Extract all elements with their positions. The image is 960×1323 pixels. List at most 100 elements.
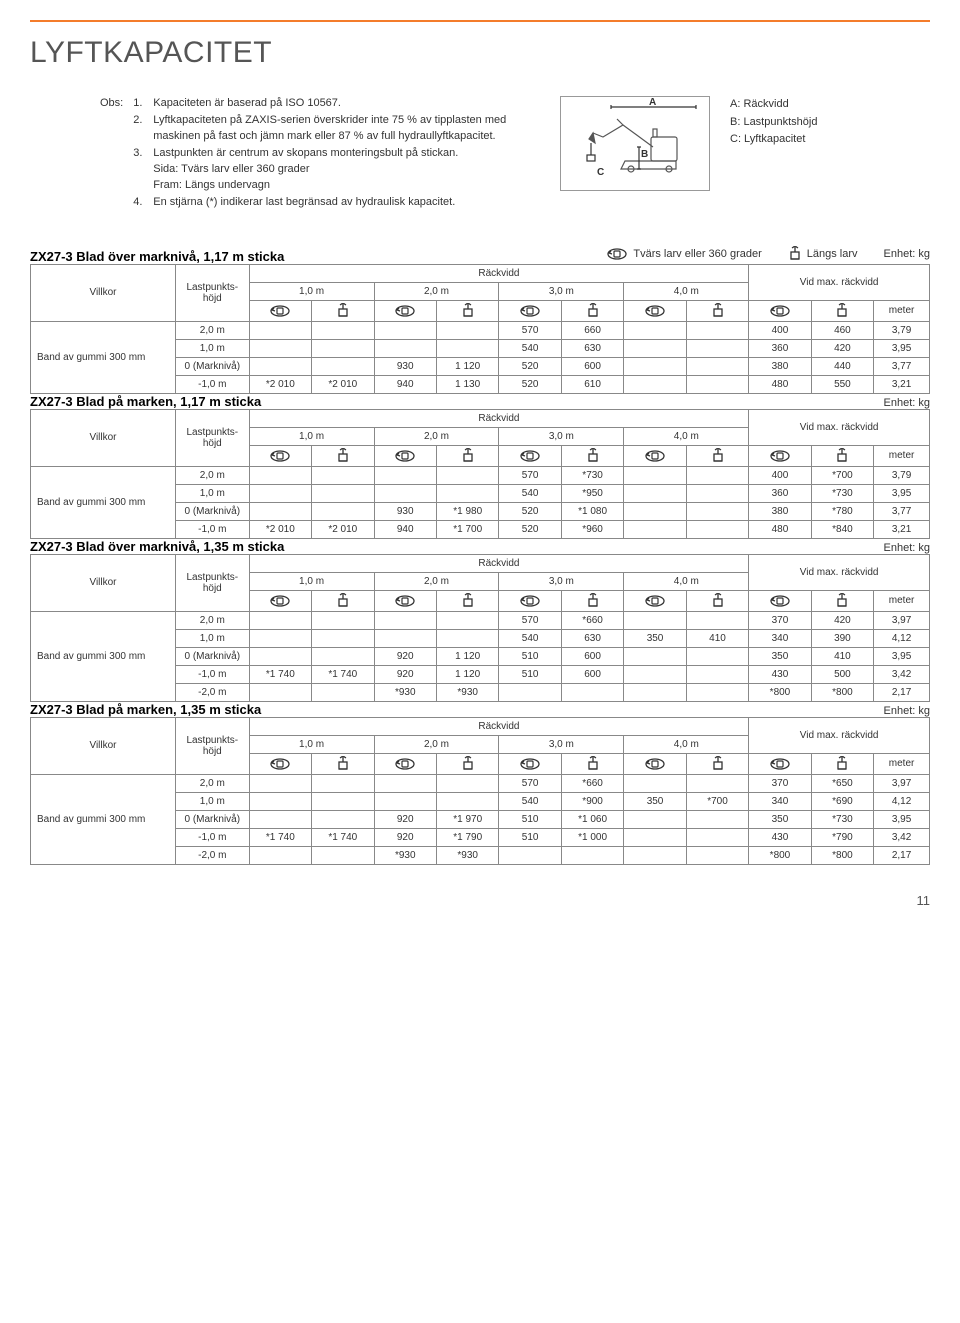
value-cell bbox=[624, 810, 686, 828]
height-cell: -1,0 m bbox=[175, 520, 249, 538]
meter-header: meter bbox=[874, 300, 930, 321]
icon-header bbox=[811, 300, 873, 321]
icon-header bbox=[561, 300, 623, 321]
height-cell: -2,0 m bbox=[175, 683, 249, 701]
value-cell bbox=[436, 484, 498, 502]
rotate-360-icon bbox=[269, 757, 291, 771]
value-cell: 3,21 bbox=[874, 375, 930, 393]
icon-header bbox=[312, 590, 374, 611]
value-cell: *730 bbox=[811, 810, 873, 828]
value-cell: 940 bbox=[374, 375, 436, 393]
icon-header bbox=[436, 445, 498, 466]
value-cell bbox=[312, 466, 374, 484]
value-cell: 430 bbox=[749, 665, 811, 683]
value-cell: 380 bbox=[749, 502, 811, 520]
height-cell: 2,0 m bbox=[175, 321, 249, 339]
table-title-right: Enhet: kg bbox=[884, 705, 930, 717]
value-cell bbox=[374, 611, 436, 629]
unit-label: Enhet: kg bbox=[884, 248, 930, 260]
value-cell bbox=[312, 484, 374, 502]
rotate-360-icon bbox=[519, 594, 541, 608]
icon-header bbox=[374, 753, 436, 774]
value-cell bbox=[624, 683, 686, 701]
reach-header: Räckvidd bbox=[249, 264, 749, 282]
value-cell: *2 010 bbox=[249, 520, 311, 538]
rotate-360-icon bbox=[519, 449, 541, 463]
value-cell: *930 bbox=[374, 846, 436, 864]
value-cell: *930 bbox=[436, 683, 498, 701]
value-cell: *700 bbox=[811, 466, 873, 484]
value-cell bbox=[312, 647, 374, 665]
value-cell: *1 970 bbox=[436, 810, 498, 828]
value-cell: *2 010 bbox=[312, 375, 374, 393]
obs-label: Obs: bbox=[100, 96, 123, 212]
value-cell: *700 bbox=[686, 792, 748, 810]
obs-item: 4.En stjärna (*) indikerar last begränsa… bbox=[133, 195, 540, 211]
condition-cell: Band av gummi 300 mm bbox=[31, 774, 176, 864]
value-cell bbox=[374, 321, 436, 339]
value-cell: 3,95 bbox=[874, 647, 930, 665]
condition-cell: Band av gummi 300 mm bbox=[31, 611, 176, 701]
header-block: Obs: 1.Kapaciteten är baserad på ISO 105… bbox=[100, 96, 930, 212]
table-row: Band av gummi 300 mm2,0 m570*6603704203,… bbox=[31, 611, 930, 629]
height-cell: -2,0 m bbox=[175, 846, 249, 864]
icon-header bbox=[624, 753, 686, 774]
value-cell: 510 bbox=[499, 828, 561, 846]
table-title: ZX27-3 Blad över marknivå, 1,17 m sticka bbox=[30, 249, 284, 264]
icon-header bbox=[561, 590, 623, 611]
rotate-360-icon bbox=[769, 449, 791, 463]
value-cell: 410 bbox=[811, 647, 873, 665]
value-cell bbox=[686, 466, 748, 484]
value-cell: 3,79 bbox=[874, 321, 930, 339]
excavator-diagram: A B C bbox=[560, 96, 710, 191]
value-cell: 4,12 bbox=[874, 792, 930, 810]
front-hook-icon bbox=[711, 303, 725, 319]
value-cell: 520 bbox=[499, 357, 561, 375]
value-cell: *930 bbox=[436, 846, 498, 864]
value-cell: 2,17 bbox=[874, 846, 930, 864]
icon-header bbox=[249, 300, 311, 321]
value-cell: 3,77 bbox=[874, 502, 930, 520]
value-cell bbox=[436, 321, 498, 339]
value-cell: 350 bbox=[749, 810, 811, 828]
front-hook-icon bbox=[788, 246, 802, 262]
value-cell: 570 bbox=[499, 466, 561, 484]
front-hook-icon bbox=[461, 448, 475, 464]
value-cell: *900 bbox=[561, 792, 623, 810]
value-cell: 480 bbox=[749, 375, 811, 393]
front-hook-icon bbox=[835, 303, 849, 319]
capacity-table: VillkorLastpunkts- höjdRäckviddVid max. … bbox=[30, 554, 930, 702]
value-cell: 400 bbox=[749, 466, 811, 484]
value-cell: *800 bbox=[811, 683, 873, 701]
col-lastpunkt: Lastpunkts- höjd bbox=[175, 409, 249, 466]
front-hook-icon bbox=[711, 448, 725, 464]
icon-header bbox=[374, 590, 436, 611]
height-cell: 0 (Marknivå) bbox=[175, 810, 249, 828]
value-cell bbox=[374, 629, 436, 647]
value-cell: *950 bbox=[561, 484, 623, 502]
value-cell: *780 bbox=[811, 502, 873, 520]
value-cell bbox=[374, 339, 436, 357]
value-cell bbox=[686, 520, 748, 538]
legend-block: A: Räckvidd B: Lastpunktshöjd C: Lyftkap… bbox=[730, 96, 817, 149]
obs-item-text: Kapaciteten är baserad på ISO 10567. bbox=[153, 96, 341, 112]
value-cell: 340 bbox=[749, 792, 811, 810]
value-cell bbox=[624, 357, 686, 375]
value-cell: 350 bbox=[624, 629, 686, 647]
value-cell bbox=[436, 339, 498, 357]
value-cell bbox=[249, 611, 311, 629]
value-cell: 1 120 bbox=[436, 357, 498, 375]
value-cell: 4,12 bbox=[874, 629, 930, 647]
value-cell: 520 bbox=[499, 375, 561, 393]
value-cell: 540 bbox=[499, 629, 561, 647]
icon-header bbox=[624, 590, 686, 611]
value-cell bbox=[499, 846, 561, 864]
col-villkor: Villkor bbox=[31, 409, 176, 466]
col-lastpunkt: Lastpunkts- höjd bbox=[175, 717, 249, 774]
value-cell bbox=[249, 792, 311, 810]
value-cell: 430 bbox=[749, 828, 811, 846]
value-cell: 1 120 bbox=[436, 647, 498, 665]
value-cell bbox=[686, 484, 748, 502]
value-cell: 420 bbox=[811, 339, 873, 357]
rotate-360-icon bbox=[394, 304, 416, 318]
